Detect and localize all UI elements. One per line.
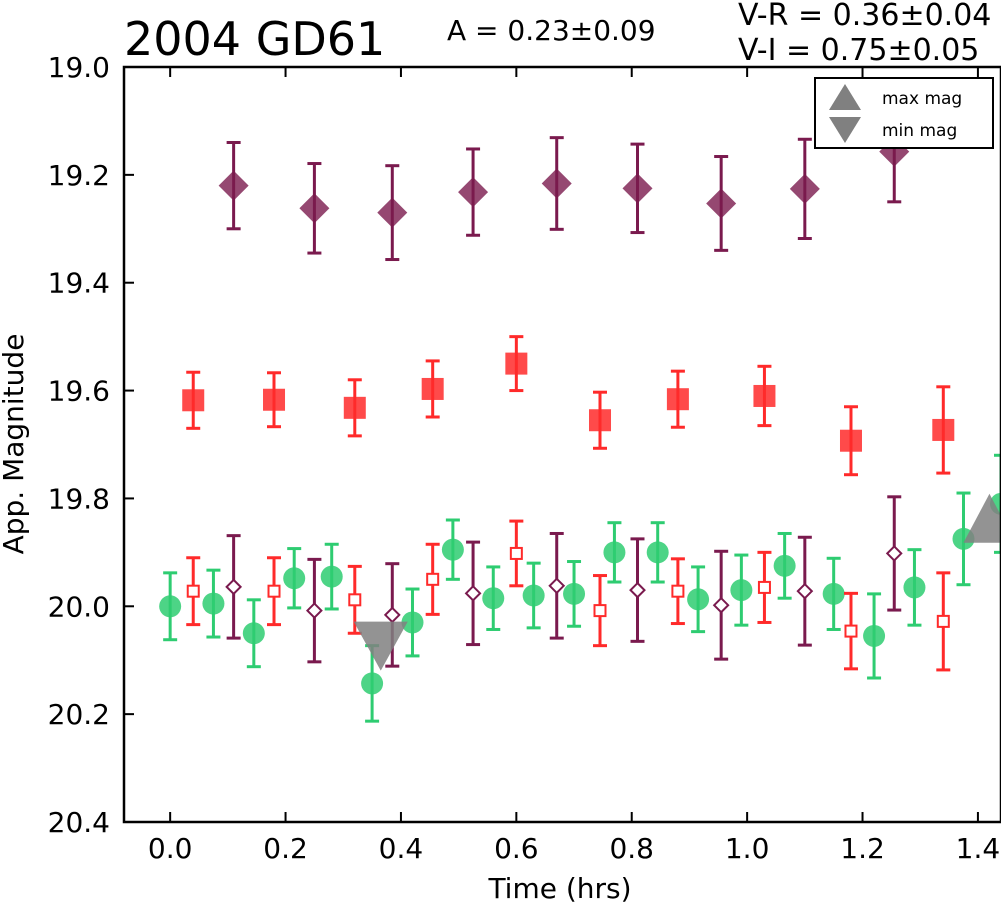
data-point: [242, 622, 265, 645]
color-vi-label: V-I = 0.75±0.05: [738, 33, 980, 68]
data-point: [421, 377, 444, 400]
data-point: [263, 388, 286, 411]
min-mag-marker: [353, 621, 408, 671]
data-point: [796, 582, 814, 600]
data-point: [186, 584, 200, 598]
data-point: [225, 578, 243, 596]
data-point: [522, 584, 545, 607]
plot-marks: [159, 100, 1001, 723]
data-point: [509, 546, 523, 560]
data-point: [757, 580, 771, 594]
data-point: [773, 554, 796, 577]
data-point: [348, 593, 362, 607]
series-triangle-down: [353, 621, 408, 671]
data-point: [441, 538, 464, 561]
x-tick-label: 1.2: [840, 832, 885, 865]
data-point: [320, 565, 343, 588]
data-point: [299, 193, 330, 224]
data-point: [458, 177, 489, 208]
data-point: [426, 572, 440, 586]
y-tick-label: 19.2: [48, 159, 110, 192]
y-tick-label: 19.8: [48, 482, 110, 515]
x-tick-label: 0.6: [494, 832, 539, 865]
data-point: [687, 588, 710, 611]
data-point: [730, 579, 753, 602]
data-point: [218, 170, 249, 201]
data-point: [863, 624, 886, 647]
axis-ticks: 0.0 0.2 0.4 0.6 0.8 1.0 1.2 1.4 19.0 19.2 19.4 19.6…: [48, 51, 1001, 865]
y-tick-label: 19.4: [48, 267, 110, 300]
x-tick-label: 1.4: [956, 832, 1001, 865]
y-axis-label: App. Magnitude: [0, 334, 30, 555]
data-point: [563, 582, 586, 605]
data-point: [822, 582, 845, 605]
data-point: [712, 596, 730, 614]
legend-max-triangle-icon: [829, 84, 861, 110]
data-point: [505, 352, 528, 375]
data-point: [839, 429, 862, 452]
color-vr-label: V-R = 0.36±0.04: [738, 0, 992, 33]
data-point: [464, 584, 482, 602]
data-point: [593, 604, 607, 618]
data-point: [159, 595, 182, 618]
data-point: [629, 581, 646, 599]
data-point: [885, 545, 903, 562]
data-point: [202, 592, 225, 615]
y-tick-label: 20.2: [48, 698, 110, 731]
legend: max mag min mag: [814, 77, 994, 149]
y-tick-label: 19.0: [48, 51, 110, 84]
series-diamond-filled: [218, 100, 910, 262]
series-circle-filled: [159, 453, 1001, 723]
x-axis-label: Time (hrs): [487, 872, 631, 904]
data-point: [589, 409, 612, 432]
data-point: [903, 576, 926, 599]
y-tick-label: 19.6: [48, 375, 110, 408]
data-point: [541, 168, 572, 199]
data-point: [603, 541, 626, 564]
data-point: [932, 418, 955, 441]
series-square-filled: [182, 335, 955, 477]
data-point: [646, 541, 669, 564]
amplitude-label: A = 0.23±0.09: [447, 14, 656, 47]
data-point: [267, 584, 281, 598]
y-tick-label: 20.0: [48, 590, 110, 623]
data-point: [343, 396, 366, 419]
data-point: [377, 197, 408, 228]
legend-entry-min: min mag: [882, 121, 957, 141]
max-mag-marker: [963, 493, 1001, 543]
data-point: [283, 567, 306, 590]
x-tick-label: 0.0: [148, 832, 193, 865]
data-point: [936, 614, 950, 628]
data-point: [548, 577, 566, 595]
y-tick-label: 20.4: [48, 806, 110, 839]
x-tick-label: 0.2: [263, 832, 308, 865]
data-point: [383, 606, 401, 624]
data-point: [753, 384, 776, 407]
data-point: [305, 602, 323, 620]
data-point: [666, 388, 689, 411]
data-point: [789, 173, 820, 204]
data-point: [482, 587, 505, 610]
chart-title: 2004 GD61: [124, 12, 386, 66]
series-square-open: [186, 519, 951, 672]
data-point: [361, 672, 384, 695]
data-point: [622, 173, 653, 204]
x-tick-label: 0.4: [379, 832, 424, 865]
series-diamond-open: [225, 495, 903, 668]
plot-frame: [122, 65, 1001, 824]
x-tick-label: 1.0: [725, 832, 770, 865]
data-point: [182, 389, 205, 412]
series-triangle-up: [963, 493, 1001, 543]
x-tick-label: 0.8: [609, 832, 654, 865]
data-point: [671, 584, 685, 598]
legend-min-triangle-icon: [829, 117, 861, 143]
data-point: [401, 611, 424, 634]
data-point: [706, 188, 737, 219]
legend-entry-max: max mag: [882, 89, 962, 109]
data-point: [844, 624, 858, 638]
